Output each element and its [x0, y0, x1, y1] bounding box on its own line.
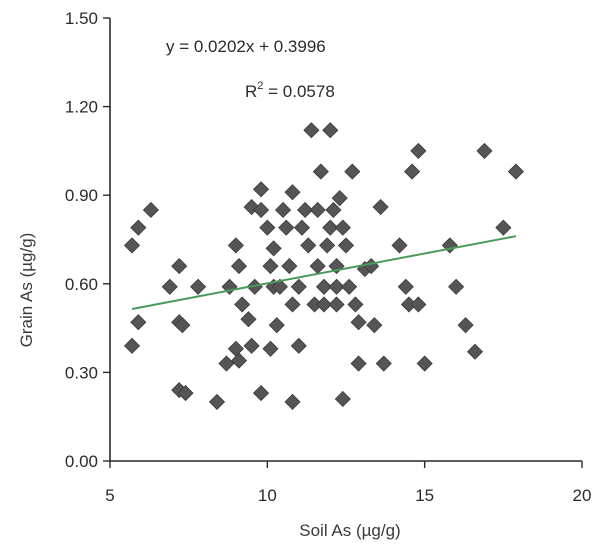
data-point: [230, 258, 248, 275]
data-point: [284, 184, 301, 201]
data-point: [466, 343, 484, 360]
equation-annotation: y = 0.0202x + 0.3996: [166, 37, 326, 56]
data-point: [142, 201, 159, 219]
data-point: [319, 237, 336, 254]
data-point: [262, 340, 279, 357]
data-point: [375, 355, 392, 372]
data-point: [328, 296, 345, 313]
data-point: [300, 237, 317, 254]
x-axis-title: Soil As (µg/g): [299, 521, 400, 540]
data-point: [227, 237, 244, 254]
data-point: [334, 390, 351, 408]
y-axis-title-group: Grain As (µg/g): [17, 233, 36, 348]
data-point: [309, 258, 326, 275]
data-point: [130, 314, 147, 331]
data-point: [290, 278, 307, 295]
data-point: [218, 355, 235, 372]
data-point: [495, 219, 512, 236]
data-point: [278, 219, 295, 236]
data-point: [328, 278, 345, 295]
r-squared-superscript: 2: [257, 80, 263, 92]
data-point: [265, 240, 282, 257]
data-point: [275, 201, 292, 219]
data-point: [410, 142, 427, 159]
data-point: [457, 317, 474, 334]
data-point: [507, 163, 524, 180]
data-point: [252, 181, 270, 198]
data-points: [123, 122, 524, 410]
trendline: [131, 235, 517, 310]
data-point: [177, 385, 194, 402]
y-tick-label: 0.00: [65, 452, 98, 471]
data-point: [347, 296, 364, 313]
x-tick-label: 5: [105, 486, 114, 505]
x-axis-ticks: 5 10 15 20: [105, 461, 591, 505]
data-point: [234, 296, 251, 313]
data-point: [174, 317, 191, 334]
data-point: [259, 219, 276, 236]
data-point: [271, 278, 288, 295]
data-point: [303, 122, 320, 139]
data-point: [190, 278, 207, 295]
data-point: [227, 340, 244, 357]
data-point: [322, 219, 339, 236]
data-point: [123, 337, 141, 354]
data-point: [262, 258, 279, 275]
data-point: [416, 355, 433, 372]
x-tick-label: 10: [258, 486, 277, 505]
data-point: [240, 311, 257, 328]
data-point: [322, 122, 339, 139]
data-point: [325, 201, 342, 219]
y-tick-label: 0.30: [65, 363, 98, 382]
data-point: [252, 385, 270, 402]
data-point: [309, 201, 326, 219]
r-squared-value: = 0.0578: [263, 82, 334, 101]
data-point: [350, 314, 367, 331]
data-point: [404, 163, 421, 180]
data-point: [130, 219, 147, 236]
data-point: [123, 237, 141, 254]
y-axis-ticks: 0.00 0.30 0.60 0.90 1.20 1.50: [65, 9, 110, 471]
r-squared-r: R: [245, 82, 257, 101]
data-point: [366, 317, 383, 334]
data-point: [331, 190, 348, 207]
data-point: [281, 258, 298, 275]
data-point: [391, 237, 408, 254]
data-point: [350, 355, 367, 372]
data-point: [341, 278, 358, 295]
x-tick-label: 20: [573, 486, 592, 505]
data-point: [161, 278, 178, 295]
y-tick-label: 1.20: [65, 98, 98, 117]
data-point: [476, 142, 493, 159]
data-point: [284, 296, 301, 313]
data-point: [372, 198, 389, 216]
data-point: [290, 337, 307, 354]
y-tick-label: 1.50: [65, 9, 98, 28]
data-point: [208, 393, 226, 410]
data-point: [297, 201, 314, 219]
data-point: [334, 219, 351, 236]
data-point: [410, 296, 427, 313]
data-point: [344, 163, 361, 180]
x-tick-label: 15: [415, 486, 434, 505]
data-point: [252, 201, 270, 219]
data-point: [268, 317, 285, 334]
r-squared-annotation: R2 = 0.0578: [245, 80, 335, 101]
y-tick-label: 0.90: [65, 186, 98, 205]
data-point: [315, 278, 333, 295]
y-axis-title: Grain As (µg/g): [17, 233, 36, 348]
data-point: [315, 296, 333, 313]
data-point: [293, 219, 311, 236]
data-point: [230, 352, 248, 369]
data-point: [448, 278, 465, 295]
data-point: [397, 278, 414, 295]
data-point: [337, 237, 355, 254]
data-point: [284, 393, 301, 410]
data-point: [312, 163, 329, 180]
data-point: [243, 337, 260, 354]
y-tick-label: 0.60: [65, 275, 98, 294]
data-point: [171, 258, 188, 275]
